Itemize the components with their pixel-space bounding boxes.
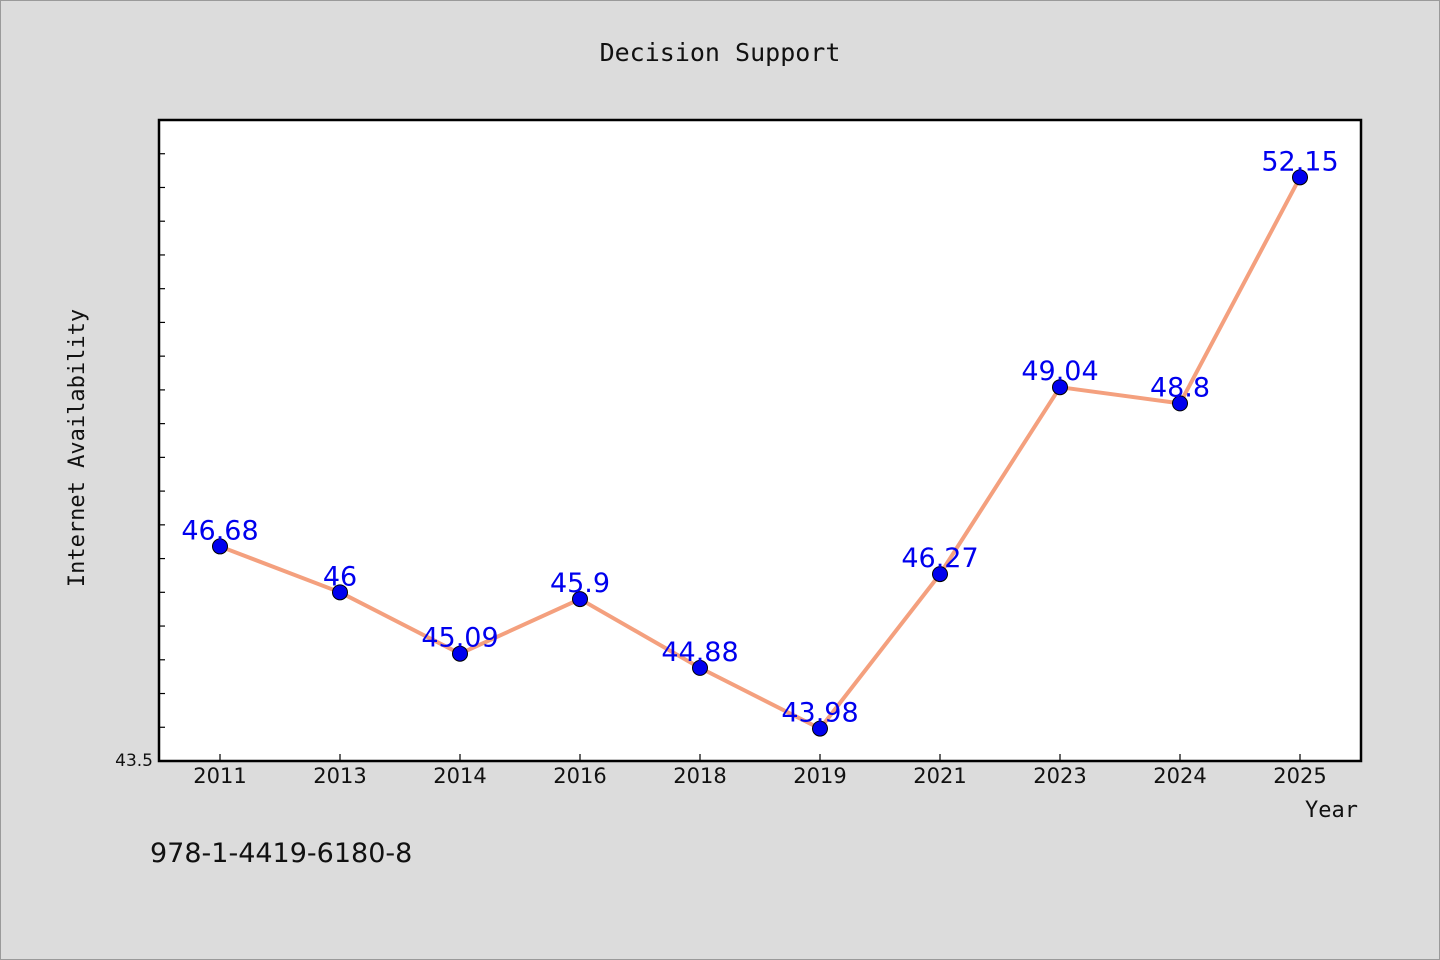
data-label: 45.9 [550, 568, 610, 599]
x-tick-label: 2021 [913, 764, 966, 788]
data-label: 48.8 [1150, 372, 1210, 403]
data-point [332, 584, 348, 601]
data-label: 46.27 [901, 543, 978, 574]
y-axis-ticks [159, 119, 165, 762]
data-label: 46.68 [181, 515, 258, 546]
data-label: 49.04 [1021, 356, 1098, 387]
x-tick-label: 2023 [1033, 764, 1086, 788]
data-point [1292, 169, 1308, 186]
data-point [212, 538, 228, 555]
x-tick-label: 2016 [553, 764, 606, 788]
data-label: 46 [323, 561, 357, 592]
y-axis-label: Internet Availability [65, 309, 90, 587]
data-label: 43.98 [781, 698, 858, 729]
x-axis-ticks: 2011 2013 2014 2016 2018 2019 2021 2023 2024 2025 [193, 754, 1327, 788]
data-point [452, 645, 468, 662]
x-tick-label: 2019 [793, 764, 846, 788]
footer-code: 978-1-4419-6180-8 [150, 838, 412, 869]
x-tick-label: 2013 [313, 764, 366, 788]
data-point [1172, 395, 1188, 412]
x-tick-label: 2018 [673, 764, 726, 788]
data-point [572, 591, 588, 608]
chart-title: Decision Support [600, 38, 841, 67]
data-point [932, 566, 948, 583]
x-tick-label: 2024 [1153, 764, 1206, 788]
data-label: 52.15 [1261, 146, 1338, 177]
x-tick-label: 2025 [1273, 764, 1326, 788]
data-point [1052, 379, 1068, 396]
series-layer: 46.68 46 45.09 45.9 44.88 43.98 46.27 49.04 48.8… [181, 146, 1339, 737]
x-tick-label: 2011 [193, 764, 246, 788]
data-point [812, 720, 828, 737]
y-tick-label: 43.5 [115, 751, 153, 771]
x-axis-label: Year [1305, 798, 1358, 823]
data-label: 45.09 [421, 623, 498, 654]
x-tick-label: 2014 [433, 764, 486, 788]
plot-area [157, 118, 1363, 763]
data-point [692, 659, 708, 676]
data-label: 44.88 [661, 637, 738, 668]
series-line [218, 175, 1302, 731]
